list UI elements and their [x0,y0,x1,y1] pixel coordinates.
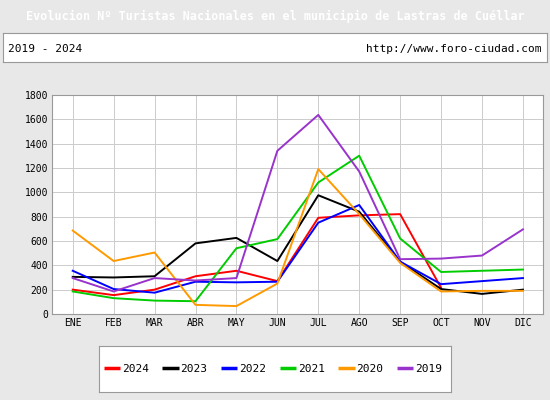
Text: Evolucion Nº Turistas Nacionales en el municipio de Lastras de Cuéllar: Evolucion Nº Turistas Nacionales en el m… [26,10,524,23]
Text: 2019: 2019 [415,364,442,374]
Text: 2023: 2023 [180,364,207,374]
Text: http://www.foro-ciudad.com: http://www.foro-ciudad.com [366,44,542,54]
Text: 2022: 2022 [239,364,266,374]
Text: 2020: 2020 [356,364,383,374]
Text: 2024: 2024 [122,364,149,374]
Text: 2019 - 2024: 2019 - 2024 [8,44,82,54]
Text: 2021: 2021 [298,364,325,374]
